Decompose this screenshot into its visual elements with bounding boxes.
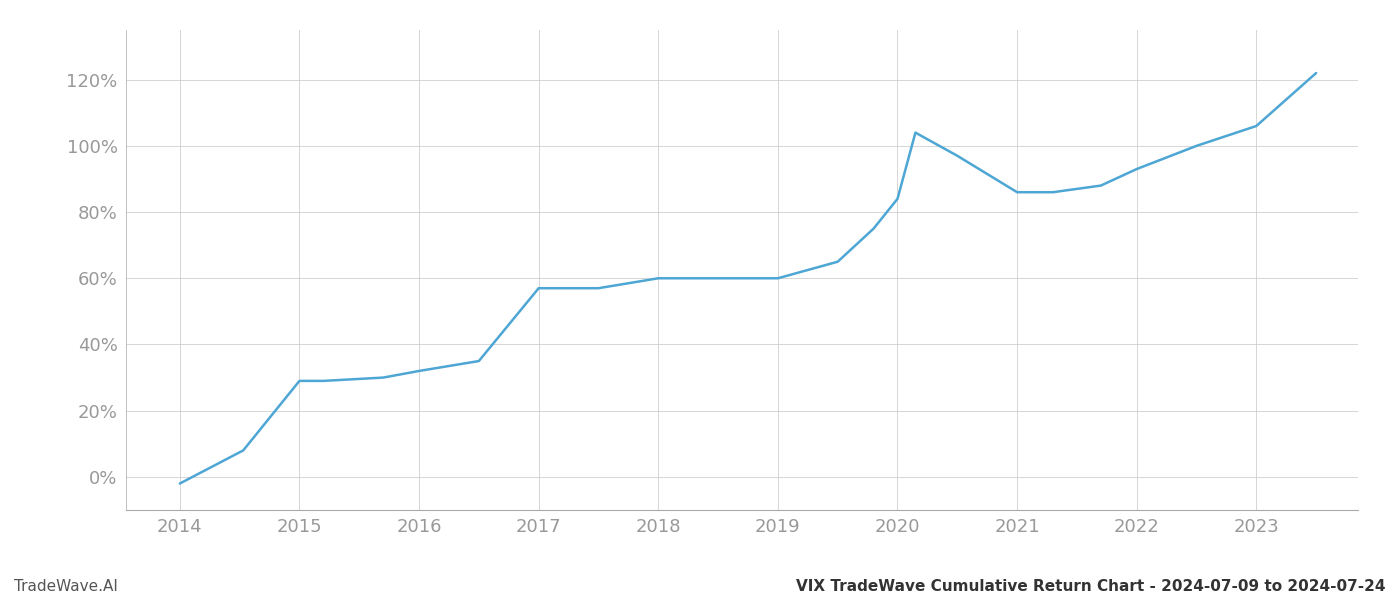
Text: VIX TradeWave Cumulative Return Chart - 2024-07-09 to 2024-07-24: VIX TradeWave Cumulative Return Chart - …: [797, 579, 1386, 594]
Text: TradeWave.AI: TradeWave.AI: [14, 579, 118, 594]
